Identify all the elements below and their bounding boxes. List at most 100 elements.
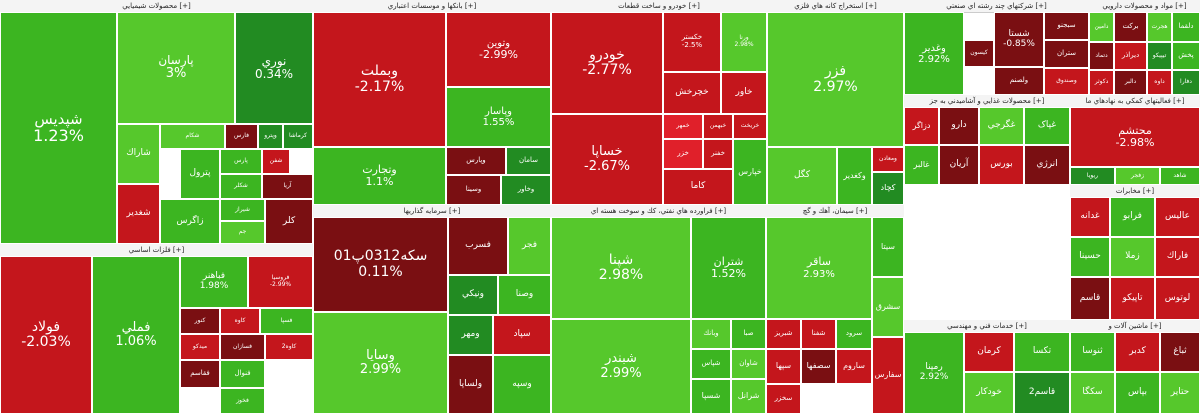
stock-tile[interactable]: زملا	[1110, 237, 1155, 277]
stock-tile[interactable]: ومعادن	[872, 147, 904, 172]
stock-tile[interactable]: دتماد	[1089, 42, 1114, 70]
stock-tile[interactable]: فنوال	[220, 360, 265, 388]
sector-engineering[interactable]: خدمات فني و مهندسي [+] رمپنا 2.92% كرمان تكس…	[904, 320, 1070, 414]
stock-tile[interactable]: ميدكو	[180, 334, 220, 360]
stock-tile[interactable]: شسپا	[691, 379, 731, 414]
sector-chemical[interactable]: محصولات شيميايي [+] شپديس 1.23% پارسان 3% نور…	[0, 0, 313, 244]
stock-tile[interactable]: دارو	[939, 107, 979, 145]
stock-tile[interactable]: خودرو -2.77%	[551, 12, 663, 114]
sector-mining[interactable]: استخراج كانه هاي فلزي [+] فزر 2.97% كگل وكغد…	[767, 0, 904, 205]
stock-tile[interactable]: خبهمن	[703, 114, 733, 139]
stock-tile[interactable]: تاپيكو	[1110, 277, 1155, 320]
stock-tile[interactable]: سپاد	[493, 315, 551, 355]
stock-tile[interactable]: كرمان	[964, 332, 1014, 372]
stock-tile[interactable]: قاسم2	[1014, 372, 1070, 414]
stock-tile[interactable]: آريا	[262, 174, 313, 199]
sector-auto[interactable]: خودرو و ساخت قطعات [+] خودرو -2.77% خكستر -2…	[551, 0, 767, 205]
stock-tile[interactable]: دامين	[1089, 12, 1114, 42]
stock-tile[interactable]: خپارس	[733, 139, 767, 205]
stock-tile[interactable]: پارسان 3%	[117, 12, 235, 124]
stock-tile[interactable]: فخوز	[220, 388, 265, 414]
stock-tile[interactable]: جم	[220, 221, 265, 244]
stock-tile[interactable]: هجرت	[1147, 12, 1172, 42]
stock-tile[interactable]: فسازان	[220, 334, 265, 360]
stock-tile[interactable]: دكوثر	[1089, 70, 1114, 95]
stock-tile[interactable]: برکت	[1114, 12, 1147, 42]
stock-tile[interactable]: شفن	[262, 149, 290, 174]
stock-tile[interactable]: وسايا 2.99%	[313, 312, 448, 414]
stock-tile[interactable]: خچرخش	[663, 72, 721, 114]
stock-tile[interactable]: رمپنا 2.92%	[904, 332, 964, 414]
stock-tile[interactable]: نوري 0.34%	[235, 12, 313, 124]
stock-tile[interactable]: شكام	[160, 124, 225, 149]
stock-tile[interactable]: آريان	[939, 145, 979, 185]
stock-tile[interactable]: خريخت	[733, 114, 767, 139]
stock-tile[interactable]: كدبر	[1115, 332, 1160, 372]
stock-tile[interactable]: تيپيكو	[1147, 42, 1172, 70]
stock-tile[interactable]: وتوين -2.99%	[446, 12, 551, 87]
stock-tile[interactable]: كچاد	[872, 172, 904, 205]
stock-tile[interactable]: خكستر -2.5%	[663, 12, 721, 72]
sector-banks[interactable]: بانكها و موسسات اعتباري [+] وبملت -2.17% وت…	[313, 0, 551, 205]
stock-tile[interactable]: غدانه	[1070, 197, 1110, 237]
stock-tile[interactable]: وخاور	[501, 175, 551, 205]
stock-tile[interactable]: خودکار	[964, 372, 1014, 414]
stock-tile[interactable]: شپاس	[691, 349, 731, 379]
stock-tile[interactable]: زاگرس	[160, 199, 220, 244]
stock-tile[interactable]: ومهر	[448, 315, 493, 355]
stock-tile[interactable]: فولاد -2.03%	[0, 256, 92, 414]
stock-tile[interactable]: شتران 1.52%	[691, 217, 766, 319]
sector-pharma[interactable]: مواد و محصولات دارويي [+] دامين برکت هجرت دل…	[1089, 0, 1200, 95]
stock-tile[interactable]: ساقر 2.93%	[766, 217, 872, 319]
stock-tile[interactable]: شپنا 2.98%	[551, 217, 691, 319]
sector-food[interactable]: محصولات غذايي و آشاميدني به جز [+] دزاگر د…	[904, 95, 1070, 185]
stock-tile[interactable]: وغدير 2.92%	[904, 12, 964, 95]
stock-tile[interactable]: كيسون	[964, 40, 994, 67]
stock-tile[interactable]: سكه0312پ01 0.11%	[313, 217, 448, 312]
sector-metals[interactable]: فلزات اساسي [+] فولاد -2.03% فملي 1.06% فباهن…	[0, 244, 313, 414]
stock-tile[interactable]: ولساپا	[448, 355, 493, 414]
stock-tile[interactable]: شغدير	[117, 184, 160, 244]
stock-tile[interactable]: زفجر	[1115, 167, 1160, 185]
stock-tile[interactable]: فباهنر 1.98%	[180, 256, 248, 308]
stock-tile[interactable]: شكلر	[220, 174, 262, 199]
stock-tile[interactable]: سخزر	[766, 384, 801, 414]
stock-tile[interactable]: وصنا	[498, 275, 551, 315]
stock-tile[interactable]: بورس	[979, 145, 1024, 185]
stock-tile[interactable]: ورنا 2.98%	[721, 12, 767, 72]
stock-tile[interactable]: سفارس	[872, 337, 904, 414]
stock-tile[interactable]: فسپا	[260, 308, 313, 334]
stock-tile[interactable]: سامان	[506, 147, 551, 175]
stock-tile[interactable]: وسينا	[446, 175, 501, 205]
stock-tile[interactable]: شاراك	[117, 124, 160, 184]
stock-tile[interactable]: شستا -0.85%	[994, 12, 1044, 67]
stock-tile[interactable]: داوه	[1147, 70, 1172, 95]
stock-tile[interactable]: بپاس	[1115, 372, 1160, 414]
stock-tile[interactable]: پترول	[180, 149, 220, 199]
sector-petroleum[interactable]: فراورده هاي نفتي، كك و سوخت هسته اي [+] ش…	[551, 205, 766, 414]
stock-tile[interactable]: وپارس	[446, 147, 506, 175]
stock-tile[interactable]: وسپه	[493, 355, 551, 414]
stock-tile[interactable]: شپديس 1.23%	[0, 12, 117, 244]
stock-tile[interactable]: وپاسار 1.55%	[446, 87, 551, 147]
stock-tile[interactable]: ستران	[1044, 40, 1089, 68]
stock-tile[interactable]: فارس	[225, 124, 258, 149]
stock-tile[interactable]: لوتوس	[1155, 277, 1200, 320]
stock-tile[interactable]: كگل	[767, 147, 837, 205]
sector-invest[interactable]: سرمايه گذاريها [+] سكه0312پ01 0.11% وسايا 2.…	[313, 205, 551, 414]
stock-tile[interactable]: ديراذر	[1114, 42, 1147, 70]
stock-tile[interactable]: ثنوسا	[1070, 332, 1115, 372]
stock-tile[interactable]: دلقما	[1172, 12, 1200, 42]
stock-tile[interactable]: كاوه	[220, 308, 260, 334]
stock-tile[interactable]: خساپا -2.67%	[551, 114, 663, 205]
stock-tile[interactable]: انرژي	[1024, 145, 1070, 185]
stock-tile[interactable]: شاوان	[731, 349, 766, 379]
stock-tile[interactable]: كاوه2	[265, 334, 313, 360]
stock-tile[interactable]: فاراك	[1155, 237, 1200, 277]
stock-tile[interactable]: كاما	[663, 169, 733, 205]
stock-tile[interactable]: حسينا	[1070, 237, 1110, 277]
stock-tile[interactable]: سصفها	[801, 349, 836, 384]
stock-tile[interactable]: صبا	[731, 319, 766, 349]
stock-tile[interactable]: شبندر 2.99%	[551, 319, 691, 414]
stock-tile[interactable]: ثباغ	[1160, 332, 1200, 372]
